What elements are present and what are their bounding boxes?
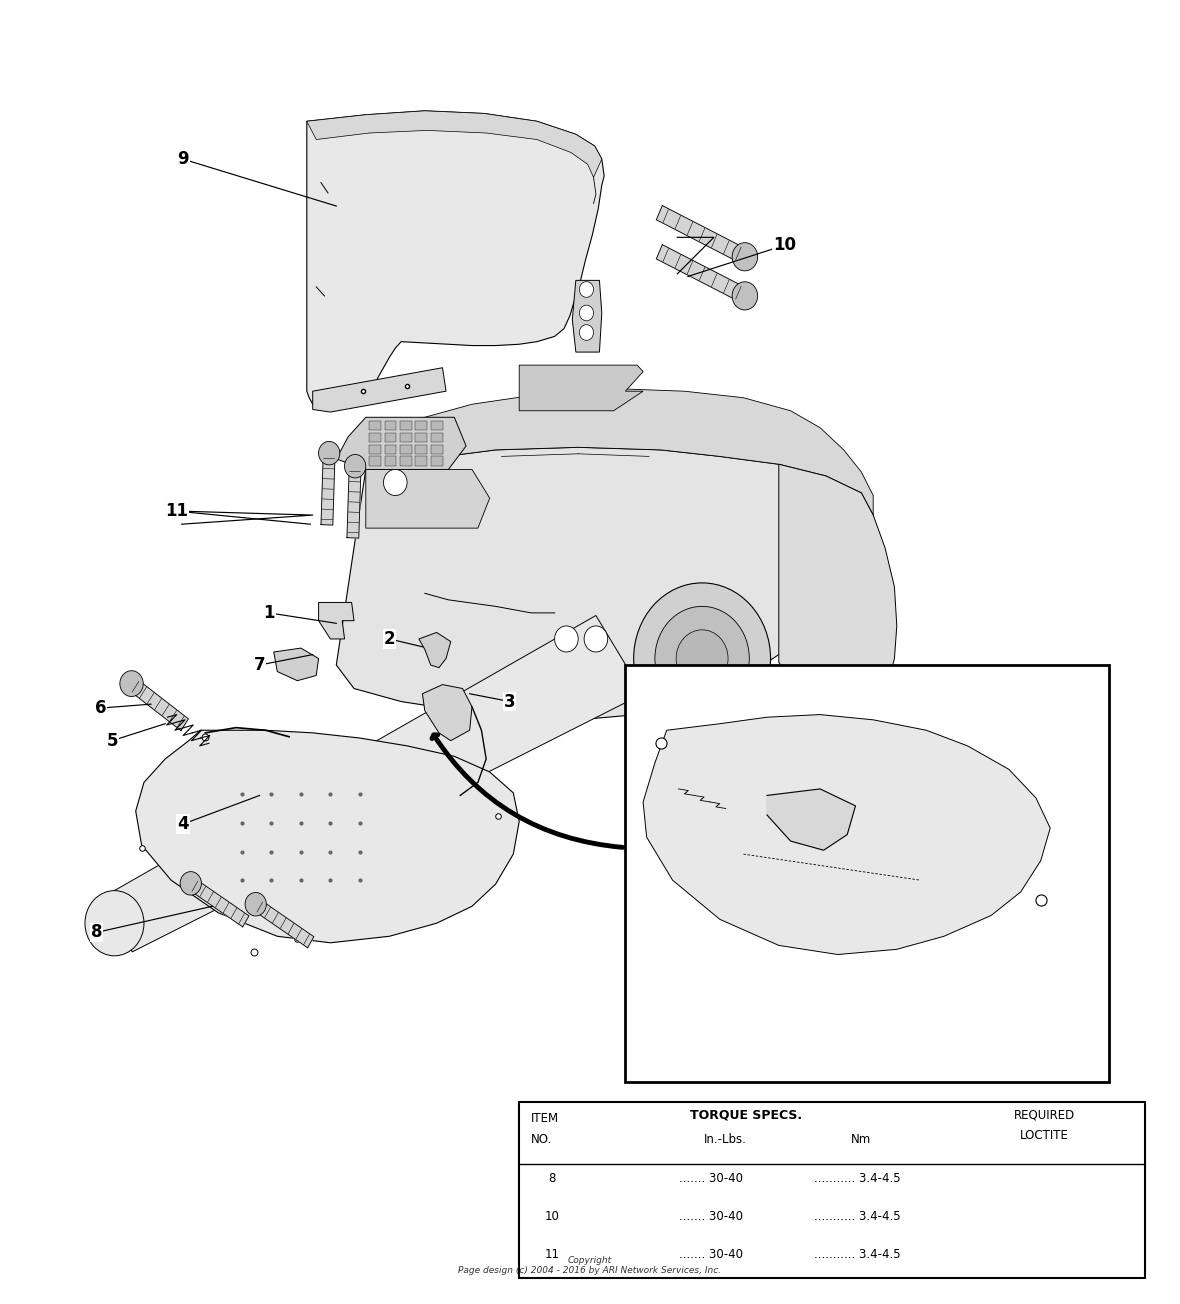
Text: ITEM: ITEM	[531, 1112, 559, 1125]
Bar	[369, 445, 381, 454]
Circle shape	[655, 606, 749, 711]
Polygon shape	[656, 245, 748, 303]
Bar	[431, 421, 442, 430]
Circle shape	[120, 670, 143, 696]
Bar	[385, 433, 396, 442]
Polygon shape	[307, 111, 602, 177]
Polygon shape	[336, 417, 466, 469]
Text: 7: 7	[254, 656, 266, 674]
Bar	[385, 421, 396, 430]
Text: 8: 8	[91, 923, 103, 941]
Bar	[369, 433, 381, 442]
Polygon shape	[307, 111, 604, 407]
Bar	[400, 433, 412, 442]
Circle shape	[732, 282, 758, 310]
Circle shape	[245, 892, 267, 915]
Circle shape	[584, 626, 608, 652]
Polygon shape	[366, 389, 873, 515]
Text: REQUIRED: REQUIRED	[1014, 1108, 1075, 1121]
Text: 9: 9	[177, 150, 189, 168]
Polygon shape	[422, 685, 472, 741]
Text: 10: 10	[545, 1210, 559, 1223]
Bar	[625, 665, 1109, 1082]
Circle shape	[634, 583, 771, 734]
Circle shape	[732, 243, 758, 271]
Text: 1: 1	[263, 604, 275, 622]
Text: 2: 2	[384, 630, 395, 648]
Text: 11: 11	[545, 1248, 559, 1261]
Circle shape	[555, 626, 578, 652]
Circle shape	[579, 325, 594, 340]
Bar	[385, 456, 396, 466]
Text: ....... 30-40: ....... 30-40	[678, 1210, 742, 1223]
Bar	[519, 1102, 1145, 1278]
Bar	[400, 445, 412, 454]
Bar	[415, 456, 427, 466]
Polygon shape	[319, 602, 354, 639]
Circle shape	[384, 469, 407, 496]
Text: ........... 3.4-4.5: ........... 3.4-4.5	[814, 1248, 900, 1261]
Text: 4: 4	[177, 815, 189, 833]
Polygon shape	[336, 447, 873, 720]
Text: ....... 30-40: ....... 30-40	[678, 1172, 742, 1185]
Bar	[369, 421, 381, 430]
Bar	[431, 445, 442, 454]
Bar	[415, 433, 427, 442]
Polygon shape	[188, 878, 249, 927]
Polygon shape	[419, 632, 451, 668]
Text: ........... 3.4-4.5: ........... 3.4-4.5	[814, 1172, 900, 1185]
Text: Nm: Nm	[851, 1133, 872, 1146]
Polygon shape	[127, 678, 189, 730]
Polygon shape	[366, 469, 490, 528]
Text: 8: 8	[549, 1172, 556, 1185]
Text: ....... 30-40: ....... 30-40	[678, 1248, 742, 1261]
Text: NO.: NO.	[531, 1133, 552, 1146]
Text: ........... 3.4-4.5: ........... 3.4-4.5	[814, 1210, 900, 1223]
Text: 3: 3	[504, 692, 516, 711]
Circle shape	[181, 871, 202, 895]
Polygon shape	[347, 466, 361, 539]
Circle shape	[676, 630, 728, 687]
Bar	[431, 433, 442, 442]
Polygon shape	[313, 368, 446, 412]
Bar	[400, 456, 412, 466]
Text: 10: 10	[773, 236, 796, 254]
Polygon shape	[656, 206, 748, 263]
Text: 6: 6	[94, 699, 106, 717]
Circle shape	[345, 455, 366, 479]
Text: LOCTITE: LOCTITE	[1020, 1129, 1069, 1142]
Polygon shape	[643, 715, 1050, 955]
Text: In.-Lbs.: In.-Lbs.	[704, 1133, 747, 1146]
Bar	[431, 456, 442, 466]
Bar	[415, 445, 427, 454]
Polygon shape	[767, 789, 856, 850]
Circle shape	[85, 891, 144, 956]
Polygon shape	[136, 730, 519, 943]
Bar	[369, 456, 381, 466]
Bar	[415, 421, 427, 430]
Polygon shape	[779, 464, 897, 724]
Text: TORQUE SPECS.: TORQUE SPECS.	[690, 1108, 802, 1121]
Polygon shape	[274, 648, 319, 681]
Polygon shape	[519, 365, 643, 411]
Bar	[385, 445, 396, 454]
Text: Copyright
Page design (c) 2004 - 2016 by ARI Network Services, Inc.: Copyright Page design (c) 2004 - 2016 by…	[459, 1256, 721, 1275]
Circle shape	[579, 305, 594, 321]
Polygon shape	[572, 280, 602, 352]
Circle shape	[319, 442, 340, 466]
Circle shape	[579, 282, 594, 297]
Polygon shape	[110, 615, 643, 952]
Polygon shape	[321, 452, 335, 526]
Bar	[400, 421, 412, 430]
Text: 5: 5	[106, 732, 118, 750]
Polygon shape	[253, 898, 314, 948]
Text: 11: 11	[165, 502, 189, 520]
